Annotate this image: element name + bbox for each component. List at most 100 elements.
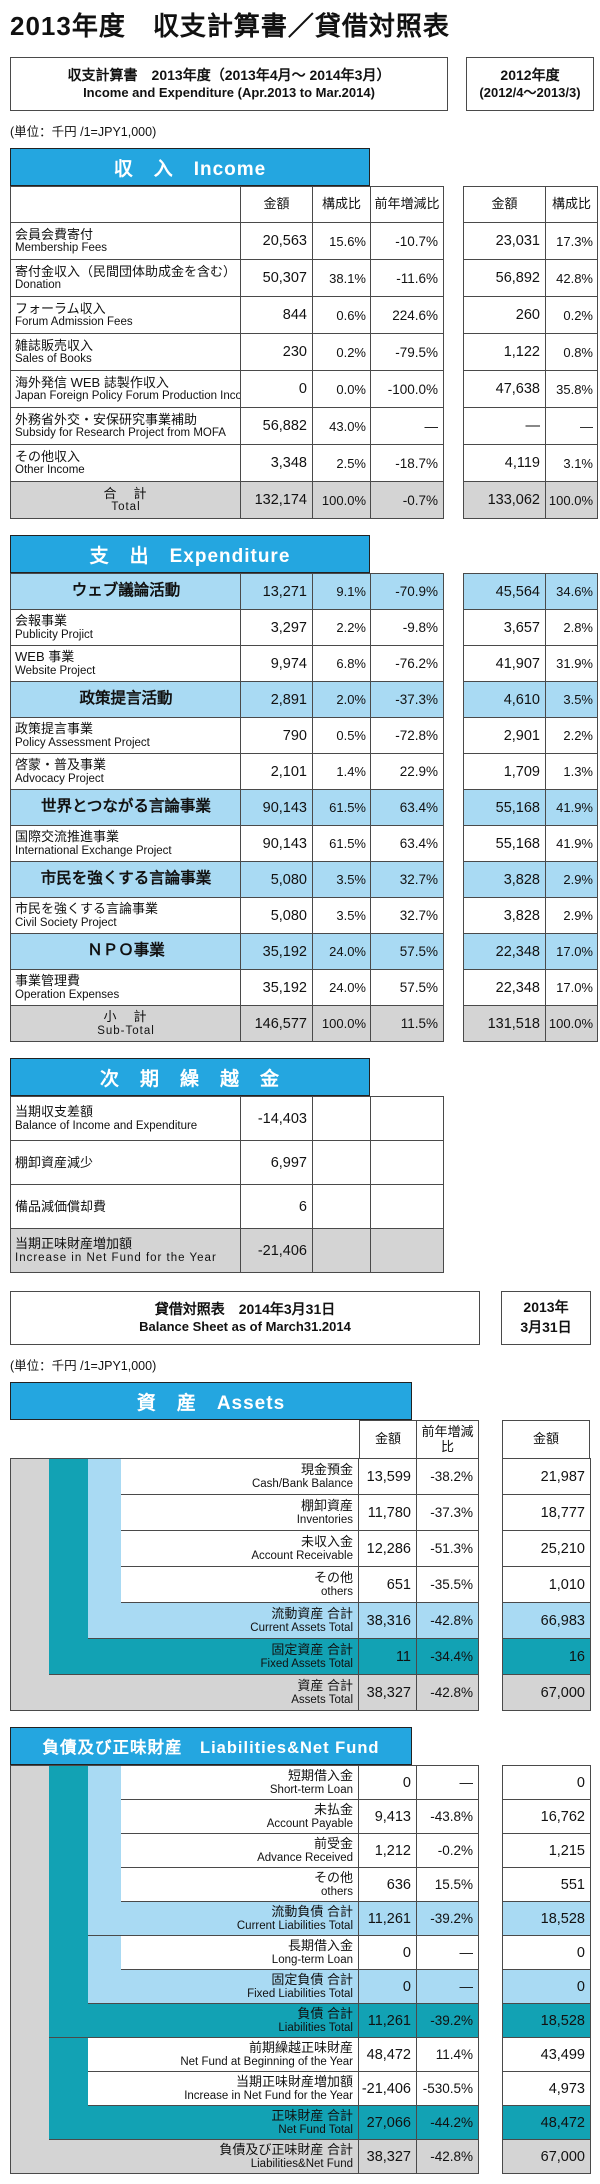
- prev-amount-cell: 2,901: [464, 718, 546, 754]
- income-row: 雑誌販売収入 Sales of Books 230 0.2% -79.5%: [11, 334, 444, 371]
- prev-amount-cell: 18,777: [503, 1495, 591, 1531]
- indent-bar-teal: [49, 1766, 88, 1800]
- ratio-cell: 0.6%: [313, 297, 371, 334]
- prev-ratio-cell: 17.0%: [546, 934, 598, 970]
- indent-bar-gray: [11, 1868, 49, 1902]
- yoy-cell: 57.5%: [371, 934, 444, 970]
- liabilities-row: 短期借入金 Short-term Loan 0 —: [11, 1766, 479, 1800]
- yoy-cell: -37.3%: [417, 1495, 479, 1531]
- yoy-cell: —: [417, 1970, 479, 2004]
- row-label-en: Sub-Total: [97, 1024, 155, 1037]
- row-label: 事業管理費 Operation Expenses: [11, 970, 241, 1006]
- liabilities-row: その他 others 636 15.5%: [11, 1868, 479, 1902]
- row-label: 固定負債 合計 Fixed Liabilities Total: [88, 1970, 359, 2004]
- income-row: 会員会費寄付 Membership Fees 20,563 15.6% -10.…: [11, 223, 444, 260]
- indent-bar-gray: [11, 1834, 49, 1868]
- row-label: 寄付金収入（民間団体助成金を含む） Donation: [11, 260, 241, 297]
- row-label: 会員会費寄付 Membership Fees: [11, 223, 241, 260]
- yoy-cell: -10.7%: [371, 223, 444, 260]
- amount-cell: 0: [359, 1970, 417, 2004]
- amount-cell: -21,406: [241, 1229, 313, 1273]
- yoy-cell: -39.2%: [417, 2004, 479, 2038]
- amount-cell: 11,261: [359, 1902, 417, 1936]
- row-label-en: Total: [111, 501, 141, 514]
- row-label-jp: 短期借入金: [287, 1768, 353, 1784]
- row-label-en: International Exchange Project: [15, 844, 172, 857]
- yoy-cell: -76.2%: [371, 646, 444, 682]
- income-tables: 金額 構成比 前年増減比 会員会費寄付 Membership Fees 20,5…: [10, 186, 598, 519]
- row-label: 現金預金 Cash/Bank Balance: [121, 1459, 359, 1495]
- amount-cell: 27,066: [359, 2106, 417, 2140]
- indent-bar-gray: [11, 1459, 49, 1495]
- row-label-en: Assets Total: [291, 1693, 353, 1706]
- row-label-jp: 正味財産 合計: [271, 2108, 353, 2124]
- indent-bar-gray: [11, 1639, 49, 1675]
- balance-sheet-prev-en: 3月31日: [520, 1319, 572, 1335]
- indent-bar-gray: [11, 1766, 49, 1800]
- expenditure-row: 啓蒙・普及事業 Advocacy Project 2,101 1.4% 22.9…: [11, 754, 444, 790]
- row-label: ウェブ議論活動: [11, 574, 241, 610]
- expenditure-prev-row: 3,828 2.9%: [464, 862, 598, 898]
- row-label: 当期正味財産増加額 Increase in Net Fund for the Y…: [11, 1229, 241, 1273]
- ratio-cell: 0.5%: [313, 718, 371, 754]
- row-label: 前受金 Advance Received: [121, 1834, 359, 1868]
- expenditure-prev-row: 131,518 100.0%: [464, 1006, 598, 1042]
- assets-prev-row: 18,777: [503, 1495, 591, 1531]
- amount-cell: 1,212: [359, 1834, 417, 1868]
- carryover-row: 当期正味財産増加額 Increase in Net Fund for the Y…: [11, 1229, 444, 1273]
- row-label-en: Cash/Bank Balance: [251, 1477, 353, 1490]
- yoy-cell: 32.7%: [371, 862, 444, 898]
- row-label-jp: 固定負債 合計: [271, 1972, 353, 1988]
- prev-ratio-cell: 100.0%: [546, 482, 598, 519]
- prev-amount-cell: 4,119: [464, 445, 546, 482]
- row-label-en: Forum Admission Fees: [15, 316, 133, 329]
- row-label-jp: その他: [313, 1570, 353, 1586]
- row-label-en: Other Income: [15, 464, 85, 477]
- expenditure-prev-row: 22,348 17.0%: [464, 934, 598, 970]
- row-label: 短期借入金 Short-term Loan: [121, 1766, 359, 1800]
- expenditure-prev-row: 2,901 2.2%: [464, 718, 598, 754]
- amount-cell: 50,307: [241, 260, 313, 297]
- expenditure-row: 世界とつながる言論事業 90,143 61.5% 63.4%: [11, 790, 444, 826]
- yoy-cell: -100.0%: [371, 371, 444, 408]
- expenditure-row: 政策提言活動 2,891 2.0% -37.3%: [11, 682, 444, 718]
- income-row: 合 計 Total 132,174 100.0% -0.7%: [11, 482, 444, 519]
- row-label-en: Operation Expenses: [15, 988, 120, 1001]
- prev-ratio-cell: 2.9%: [546, 862, 598, 898]
- row-label-en: Account Payable: [266, 1817, 353, 1830]
- liabilities-row: 正味財産 合計 Net Fund Total 27,066 -44.2%: [11, 2106, 479, 2140]
- prev-ratio-cell: 2.9%: [546, 898, 598, 934]
- expenditure-row: 国際交流推進事業 International Exchange Project …: [11, 826, 444, 862]
- indent-bar-gray: [11, 2004, 49, 2038]
- prev-amount-cell: 18,528: [503, 1902, 591, 1936]
- row-label-en: Account Receivable: [251, 1549, 353, 1562]
- prev-ratio-cell: 2.2%: [546, 718, 598, 754]
- carryover-row: 当期収支差額 Balance of Income and Expenditure…: [11, 1097, 444, 1141]
- liabilities-table: 短期借入金 Short-term Loan 0 — 未払金 Account Pa…: [10, 1765, 479, 2174]
- income-prev-header-row: 金額 構成比: [464, 187, 598, 223]
- amount-cell: 38,316: [359, 1603, 417, 1639]
- prev-amount-cell: 48,472: [503, 2106, 591, 2140]
- prev-ratio-cell: —: [546, 408, 598, 445]
- yoy-cell: -34.4%: [417, 1639, 479, 1675]
- prev-amount-cell: 23,031: [464, 223, 546, 260]
- prev-ratio-cell: 31.9%: [546, 646, 598, 682]
- row-label-en: Current Liabilities Total: [236, 1919, 353, 1932]
- row-label-jp: 現金預金: [300, 1462, 353, 1478]
- row-label-en: others: [321, 1885, 353, 1898]
- prev-amount-cell: 55,168: [464, 826, 546, 862]
- row-label-en: Civil Society Project: [15, 916, 117, 929]
- prev-ratio-cell: 17.3%: [546, 223, 598, 260]
- liabilities-row: 負債及び正味財産 合計 Liabilities&Net Fund 38,327 …: [11, 2140, 479, 2174]
- ratio-cell: 24.0%: [313, 970, 371, 1006]
- liabilities-row: 前受金 Advance Received 1,212 -0.2%: [11, 1834, 479, 1868]
- assets-row: 固定資産 合計 Fixed Assets Total 11 -34.4%: [11, 1639, 479, 1675]
- amount-cell: 35,192: [241, 970, 313, 1006]
- prev-amount-cell: 3,828: [464, 862, 546, 898]
- indent-bar-gray: [11, 1495, 49, 1531]
- expenditure-row: 市民を強くする言論事業 5,080 3.5% 32.7%: [11, 862, 444, 898]
- amount-cell: 11,780: [359, 1495, 417, 1531]
- prev-amount-cell: 3,828: [464, 898, 546, 934]
- indent-bar-teal: [49, 1834, 88, 1868]
- prev-ratio-cell: 35.8%: [546, 371, 598, 408]
